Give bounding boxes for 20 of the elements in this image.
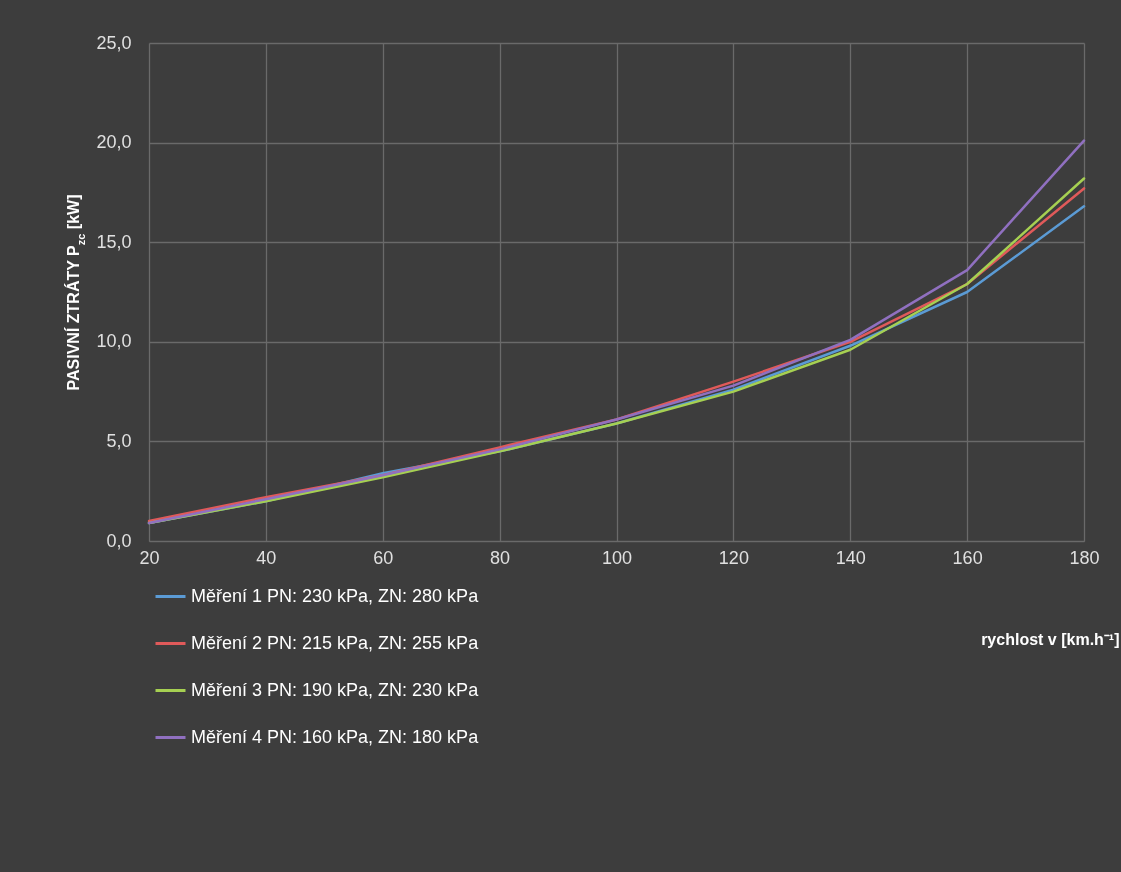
legend-label: Měření 2 PN: 215 kPa, ZN: 255 kPa (191, 632, 480, 653)
x-axis-title: rychlost v [km.h⁻¹] (981, 630, 1120, 648)
x-tick-label: 140 (835, 547, 866, 568)
x-tick-label: 80 (490, 547, 511, 568)
y-tick-label: 20,0 (96, 132, 132, 153)
x-tick-label: 60 (373, 547, 394, 568)
legend-label: Měření 3 PN: 190 kPa, ZN: 230 kPa (191, 679, 480, 700)
legend-label: Měření 1 PN: 230 kPa, ZN: 280 kPa (191, 585, 480, 606)
y-tick-label: 15,0 (96, 231, 132, 252)
y-tick-label: 10,0 (96, 331, 132, 352)
x-tick-label: 20 (139, 547, 160, 568)
x-tick-label: 160 (952, 547, 983, 568)
x-tick-label: 40 (256, 547, 277, 568)
x-tick-label: 180 (1069, 547, 1100, 568)
x-tick-label: 100 (601, 547, 633, 568)
y-tick-label: 5,0 (106, 430, 132, 451)
y-tick-label: 0,0 (106, 530, 132, 551)
legend-label: Měření 4 PN: 160 kPa, ZN: 180 kPa (191, 726, 480, 747)
x-tick-label: 120 (718, 547, 749, 568)
y-tick-label: 25,0 (96, 32, 132, 53)
